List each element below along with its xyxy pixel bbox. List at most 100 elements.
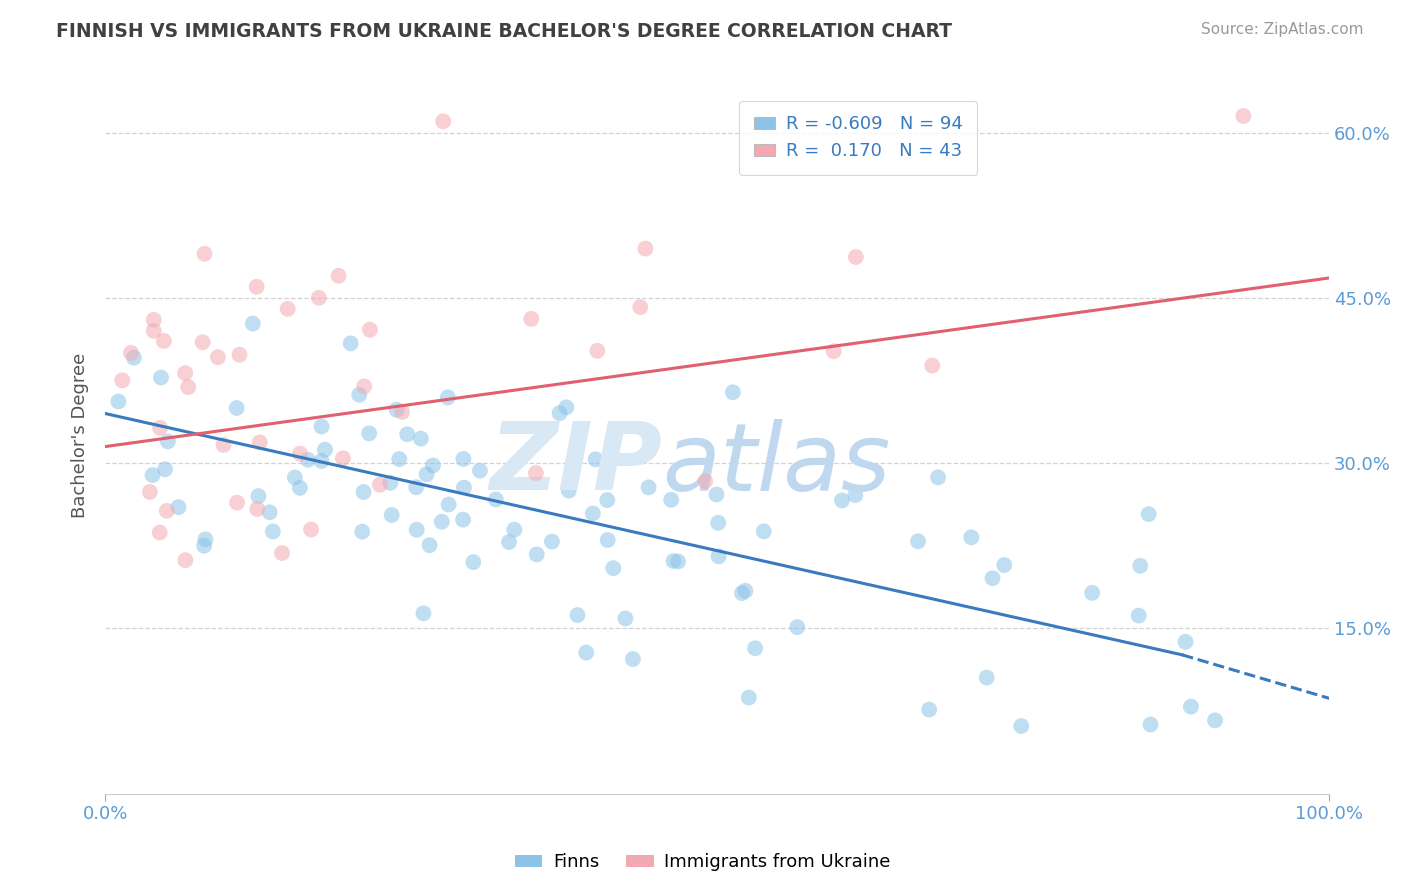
Point: [960, 530, 983, 544]
Point: [567, 608, 589, 623]
Point: [786, 620, 808, 634]
Point: [194, 533, 217, 547]
Point: [242, 317, 264, 331]
Point: [1129, 558, 1152, 573]
Point: [314, 442, 336, 457]
Point: [142, 313, 165, 327]
Point: [149, 421, 172, 435]
Text: FINNISH VS IMMIGRANTS FROM UKRAINE BACHELOR'S DEGREE CORRELATION CHART: FINNISH VS IMMIGRANTS FROM UKRAINE BACHE…: [56, 22, 952, 41]
Point: [409, 432, 432, 446]
Text: atlas: atlas: [662, 418, 890, 509]
Point: [451, 513, 474, 527]
Point: [328, 268, 350, 283]
Point: [453, 452, 475, 467]
Point: [1010, 719, 1032, 733]
Point: [368, 478, 391, 492]
Point: [405, 480, 427, 494]
Point: [586, 343, 609, 358]
Point: [453, 481, 475, 495]
Point: [156, 434, 179, 449]
Point: [149, 525, 172, 540]
Point: [1128, 608, 1150, 623]
Point: [412, 607, 434, 621]
Text: ZIP: ZIP: [489, 418, 662, 510]
Point: [436, 391, 458, 405]
Point: [193, 246, 215, 260]
Point: [503, 523, 526, 537]
Point: [707, 549, 730, 564]
Point: [744, 641, 766, 656]
Point: [463, 555, 485, 569]
Point: [468, 464, 491, 478]
Point: [498, 535, 520, 549]
Point: [353, 485, 375, 500]
Legend: Finns, Immigrants from Ukraine: Finns, Immigrants from Ukraine: [508, 847, 898, 879]
Point: [637, 480, 659, 494]
Point: [212, 438, 235, 452]
Point: [1232, 109, 1254, 123]
Point: [845, 250, 868, 264]
Point: [558, 483, 581, 498]
Point: [419, 538, 441, 552]
Point: [524, 466, 547, 480]
Point: [1137, 507, 1160, 521]
Point: [359, 426, 381, 441]
Point: [207, 350, 229, 364]
Point: [339, 336, 361, 351]
Point: [288, 481, 311, 495]
Point: [288, 447, 311, 461]
Point: [249, 435, 271, 450]
Point: [921, 359, 943, 373]
Point: [731, 586, 754, 600]
Point: [122, 351, 145, 365]
Point: [228, 348, 250, 362]
Point: [153, 462, 176, 476]
Point: [927, 470, 949, 484]
Point: [621, 652, 644, 666]
Point: [706, 487, 728, 501]
Point: [918, 703, 941, 717]
Point: [738, 690, 761, 705]
Point: [226, 496, 249, 510]
Point: [259, 505, 281, 519]
Point: [352, 524, 374, 539]
Point: [150, 370, 173, 384]
Point: [976, 671, 998, 685]
Point: [662, 554, 685, 568]
Point: [752, 524, 775, 539]
Point: [993, 558, 1015, 572]
Point: [437, 498, 460, 512]
Point: [831, 493, 853, 508]
Point: [246, 280, 269, 294]
Point: [247, 489, 270, 503]
Point: [225, 401, 247, 415]
Point: [823, 344, 845, 359]
Point: [262, 524, 284, 539]
Point: [548, 406, 571, 420]
Point: [582, 507, 605, 521]
Point: [174, 366, 197, 380]
Point: [575, 646, 598, 660]
Point: [142, 468, 165, 483]
Point: [634, 242, 657, 256]
Point: [614, 611, 637, 625]
Point: [153, 334, 176, 348]
Point: [628, 300, 651, 314]
Point: [396, 427, 419, 442]
Point: [359, 323, 381, 337]
Point: [585, 452, 607, 467]
Point: [596, 533, 619, 547]
Point: [596, 493, 619, 508]
Point: [311, 454, 333, 468]
Point: [111, 373, 134, 387]
Point: [388, 452, 411, 467]
Point: [107, 394, 129, 409]
Point: [139, 485, 162, 500]
Point: [391, 405, 413, 419]
Point: [156, 504, 179, 518]
Point: [381, 508, 404, 522]
Point: [1180, 699, 1202, 714]
Point: [193, 539, 215, 553]
Point: [246, 502, 269, 516]
Point: [1174, 635, 1197, 649]
